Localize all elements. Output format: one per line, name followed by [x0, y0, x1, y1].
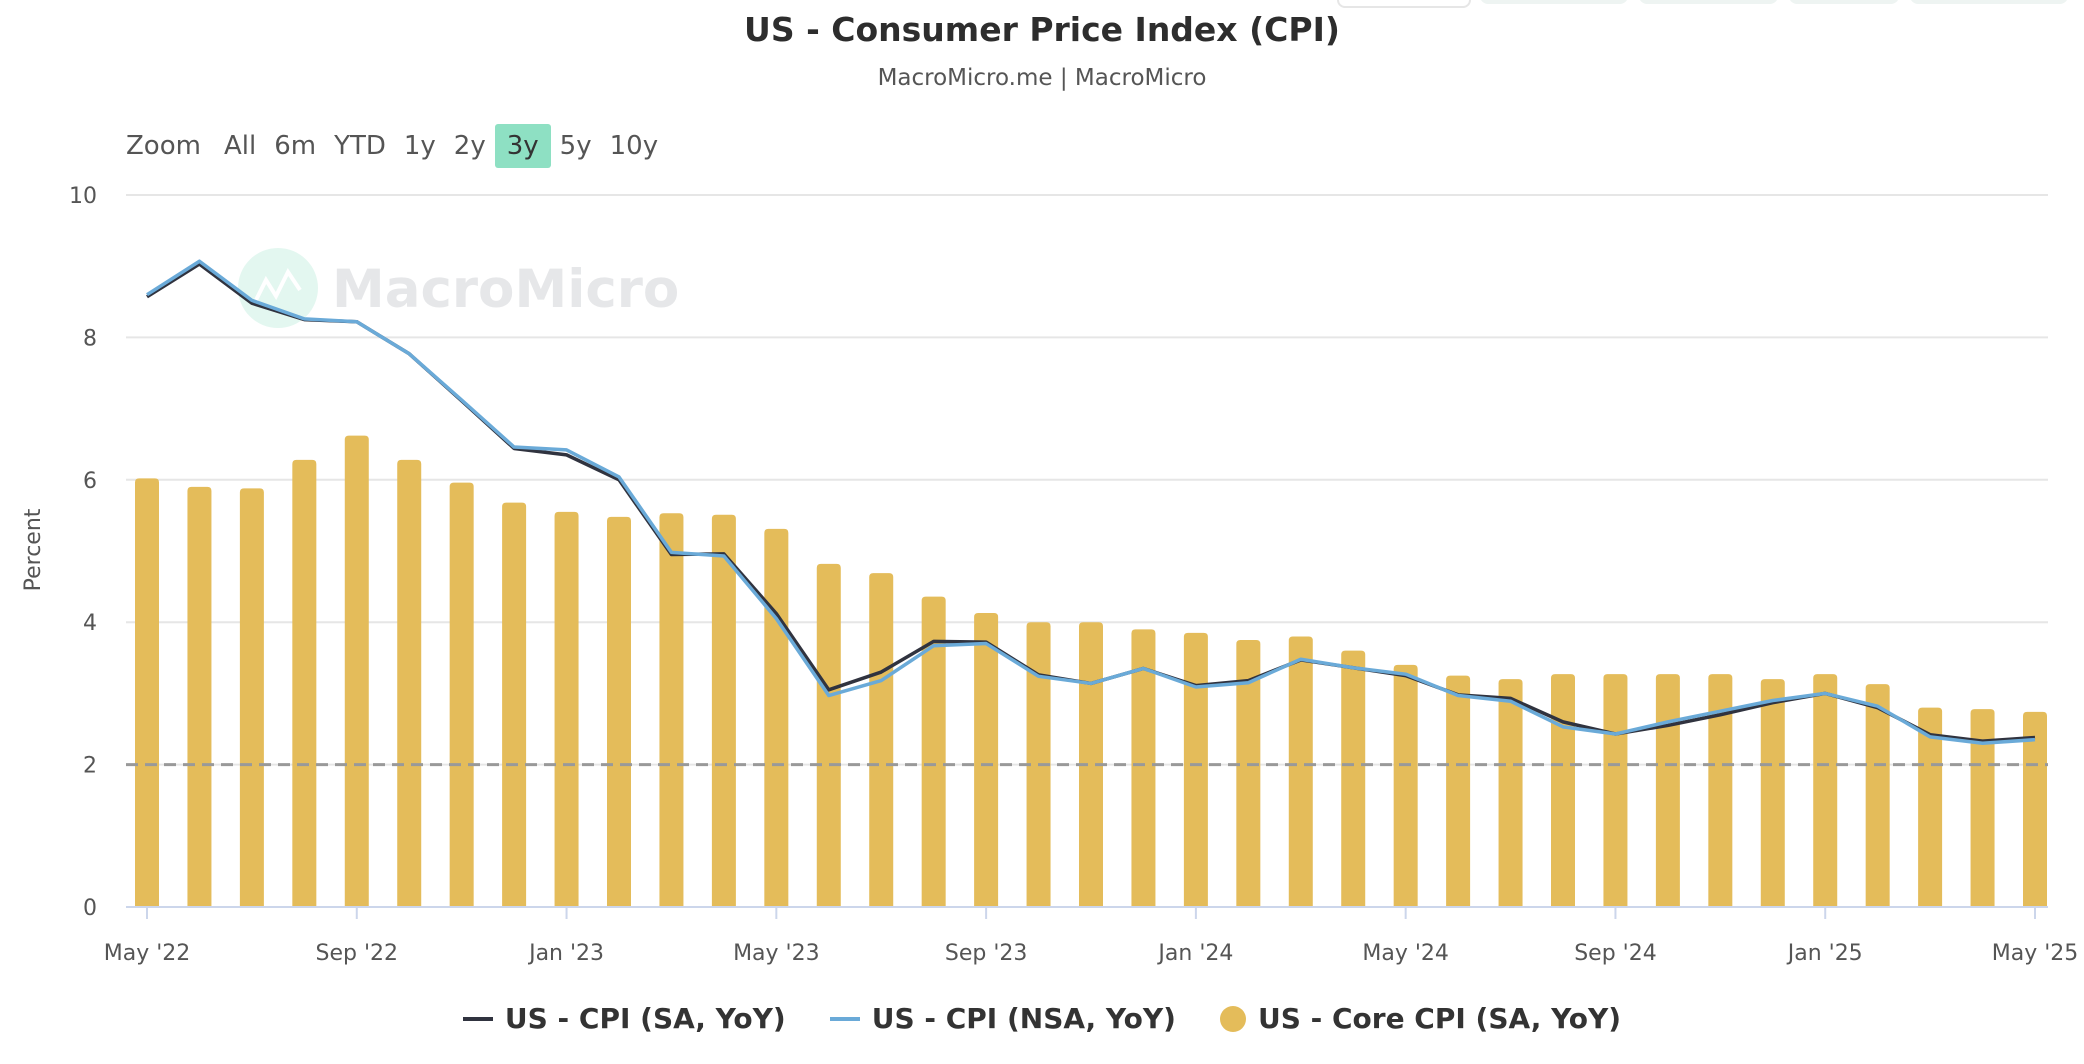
x-tick-label: Sep '22 — [316, 941, 399, 966]
legend-item-cpi-nsa[interactable]: US - CPI (NSA, YoY) — [829, 1002, 1176, 1035]
legend-dot-icon — [1219, 1005, 1246, 1032]
chart-title: US - Consumer Price Index (CPI) — [744, 10, 1340, 49]
core-cpi-bar — [1603, 674, 1628, 907]
range-button-all[interactable]: All — [223, 131, 257, 161]
watermark: MacroMicro — [238, 248, 679, 328]
y-tick-label: 8 — [83, 326, 97, 351]
core-cpi-bar — [1341, 650, 1366, 907]
core-cpi-bar — [1918, 707, 1943, 907]
core-cpi-bar — [1446, 675, 1471, 907]
top-tab-2[interactable] — [1480, 0, 1628, 4]
core-cpi-bar — [1813, 674, 1838, 907]
core-cpi-bar — [292, 459, 317, 907]
core-cpi-bar — [1655, 674, 1680, 907]
range-button-ytd[interactable]: YTD — [334, 131, 386, 161]
y-tick-label: 4 — [83, 611, 97, 636]
core-cpi-bar — [239, 488, 264, 907]
core-cpi-bar — [1708, 674, 1733, 907]
core-cpi-bar — [869, 573, 894, 907]
x-tick-label: May '24 — [1362, 941, 1449, 966]
watermark-logo-mark-icon — [254, 268, 302, 301]
chart-subtitle: MacroMicro.me | MacroMicro — [877, 65, 1207, 91]
core-cpi-bar — [2023, 711, 2047, 907]
core-cpi-bar — [659, 513, 684, 907]
core-cpi-bar — [554, 511, 579, 907]
x-tick-label: Sep '23 — [945, 941, 1028, 966]
legend-label: US - CPI (NSA, YoY) — [871, 1002, 1176, 1035]
legend: US - CPI (SA, YoY) US - CPI (NSA, YoY) U… — [0, 1002, 2084, 1035]
legend-label: US - Core CPI (SA, YoY) — [1257, 1002, 1622, 1035]
core-cpi-bar — [1288, 636, 1313, 907]
y-tick-label: 10 — [69, 184, 97, 209]
core-cpi-bar — [1970, 709, 1995, 907]
legend-line-icon — [829, 1016, 860, 1021]
core-cpi-bar — [816, 563, 841, 907]
core-cpi-bar — [502, 502, 527, 907]
top-tab-4[interactable] — [1789, 0, 1899, 4]
core-cpi-bar — [449, 482, 474, 907]
y-tick-label: 0 — [83, 896, 97, 921]
x-tick-label: May '22 — [104, 941, 191, 966]
core-cpi-bar — [974, 612, 999, 907]
core-cpi-bar — [1551, 674, 1575, 907]
core-cpi-bar — [1131, 629, 1156, 907]
legend-item-core-cpi[interactable]: US - Core CPI (SA, YoY) — [1219, 1002, 1622, 1035]
watermark-text: MacroMicro — [332, 259, 679, 320]
core-cpi-bar — [1236, 640, 1261, 907]
top-tab-3[interactable] — [1639, 0, 1778, 4]
range-button-5y[interactable]: 5y — [559, 131, 592, 161]
y-tick-label: 2 — [83, 754, 97, 779]
core-cpi-bar — [764, 528, 789, 907]
range-selector: Zoom All 6m YTD 1y 2y 3y 5y 10y — [126, 124, 667, 168]
core-cpi-bar — [607, 516, 631, 907]
y-axis-title: Percent — [21, 508, 46, 591]
legend-line-icon — [462, 1016, 493, 1021]
range-button-10y[interactable]: 10y — [609, 131, 659, 161]
range-button-6m[interactable]: 6m — [274, 131, 317, 161]
core-cpi-bar — [921, 596, 946, 907]
range-button-1y[interactable]: 1y — [403, 131, 436, 161]
core-cpi-bar — [1393, 664, 1418, 907]
x-tick-label: Jan '23 — [527, 941, 604, 966]
x-tick-label: Jan '24 — [1156, 941, 1233, 966]
core-cpi-bar — [135, 478, 159, 907]
legend-label: US - CPI (SA, YoY) — [504, 1002, 786, 1035]
core-cpi-bar — [344, 435, 369, 907]
core-cpi-bar — [1079, 622, 1103, 907]
core-cpi-bar — [187, 486, 212, 907]
y-tick-label: 6 — [83, 469, 97, 494]
core-cpi-bar — [1865, 684, 1890, 907]
top-tab-5[interactable] — [1910, 0, 2068, 4]
x-tick-label: Sep '24 — [1574, 941, 1657, 966]
legend-item-cpi-sa[interactable]: US - CPI (SA, YoY) — [462, 1002, 786, 1035]
zoom-label: Zoom — [126, 131, 201, 161]
range-button-3y[interactable]: 3y — [494, 124, 551, 168]
core-cpi-bar — [1760, 679, 1785, 907]
core-cpi-bar — [1498, 679, 1523, 907]
x-tick-label: Jan '25 — [1786, 941, 1863, 966]
core-cpi-bar — [397, 459, 422, 907]
cpi-nsa-line — [146, 259, 2036, 745]
x-tick-label: May '25 — [1992, 941, 2079, 966]
core-cpi-bar — [1183, 632, 1208, 907]
range-button-2y[interactable]: 2y — [453, 131, 486, 161]
x-tick-label: May '23 — [733, 941, 820, 966]
core-cpi-bar — [711, 514, 736, 907]
